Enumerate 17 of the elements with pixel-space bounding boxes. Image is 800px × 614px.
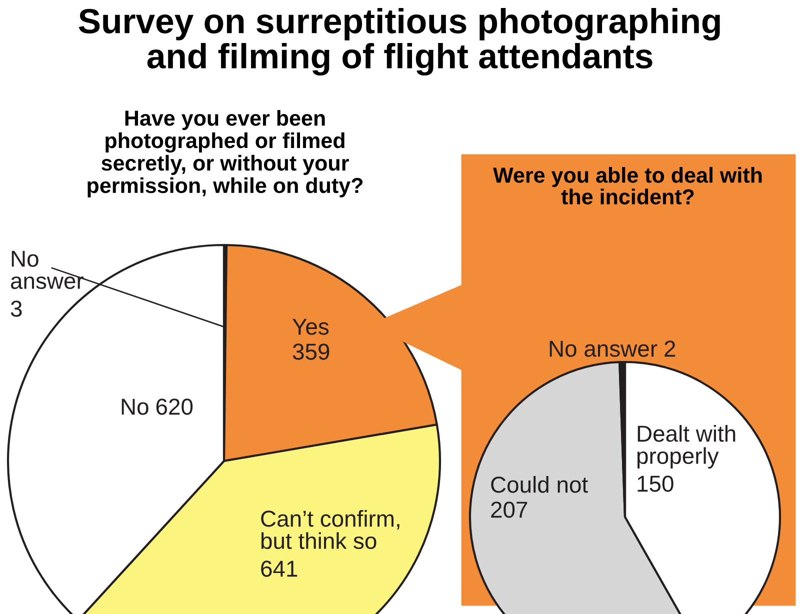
data-label: 207 xyxy=(491,502,528,518)
slice-label: No answer xyxy=(10,250,84,290)
slice-label: Yes xyxy=(292,318,329,335)
data-label: 150 xyxy=(638,476,674,492)
data-label: 359 xyxy=(292,344,330,360)
data-label: 641 xyxy=(261,560,298,577)
data-label: 3 xyxy=(10,300,22,317)
slice-label: Could not xyxy=(491,476,588,493)
data-label: 2 xyxy=(664,340,676,357)
slice-label: Can’t confirm, but think so xyxy=(261,510,400,550)
slice-label: No xyxy=(122,398,148,415)
data-label: 620 xyxy=(156,398,193,415)
chart-title: Were you able to deal with the incident? xyxy=(493,167,762,204)
slice-label: No answer xyxy=(550,340,658,357)
chart-title: Survey on surreptitious photographing and filming of flight attendants xyxy=(78,8,720,76)
slice-label: Dealt with properly xyxy=(637,425,736,469)
chart-subtitle: Have you ever been photographed or filmed secretly, or without your permission, while on duty? xyxy=(88,110,363,198)
